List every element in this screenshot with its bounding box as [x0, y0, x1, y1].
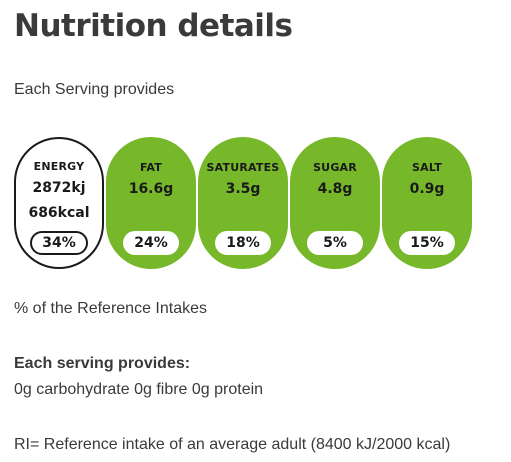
energy-percent: 34%	[30, 231, 88, 255]
energy-name: ENERGY	[33, 160, 85, 173]
salt-value: 0.9g	[409, 181, 445, 197]
nutrition-traffic-labels: ENERGY 2872kj 686kcal 34% FAT 16.6g 24% …	[14, 137, 474, 269]
fat-label: FAT 16.6g 24%	[106, 137, 196, 269]
energy-label: ENERGY 2872kj 686kcal 34%	[14, 137, 104, 269]
serving-detail: 0g carbohydrate 0g fibre 0g protein	[14, 381, 264, 398]
ri-footnote: RI= Reference intake of an average adult…	[14, 436, 451, 453]
saturates-percent: 18%	[215, 231, 271, 255]
reference-intake-note: % of the Reference Intakes	[14, 300, 207, 317]
saturates-value: 3.5g	[225, 181, 261, 197]
serving-heading: Each serving provides:	[14, 355, 191, 372]
serving-subtitle: Each Serving provides	[14, 81, 175, 98]
salt-percent: 15%	[399, 231, 455, 255]
salt-label: SALT 0.9g 15%	[382, 137, 472, 269]
fat-value: 16.6g	[128, 181, 174, 197]
sugar-percent: 5%	[307, 231, 363, 255]
sugar-value: 4.8g	[317, 181, 353, 197]
sugar-name: SUGAR	[313, 161, 357, 174]
salt-name: SALT	[412, 161, 442, 174]
saturates-label: SATURATES 3.5g 18%	[198, 137, 288, 269]
page-title: Nutrition details	[14, 8, 293, 44]
fat-name: FAT	[139, 161, 162, 174]
saturates-name: SATURATES	[206, 161, 280, 174]
energy-kj: 2872kj	[32, 180, 86, 196]
fat-percent: 24%	[123, 231, 179, 255]
sugar-label: SUGAR 4.8g 5%	[290, 137, 380, 269]
energy-kcal: 686kcal	[28, 205, 90, 221]
